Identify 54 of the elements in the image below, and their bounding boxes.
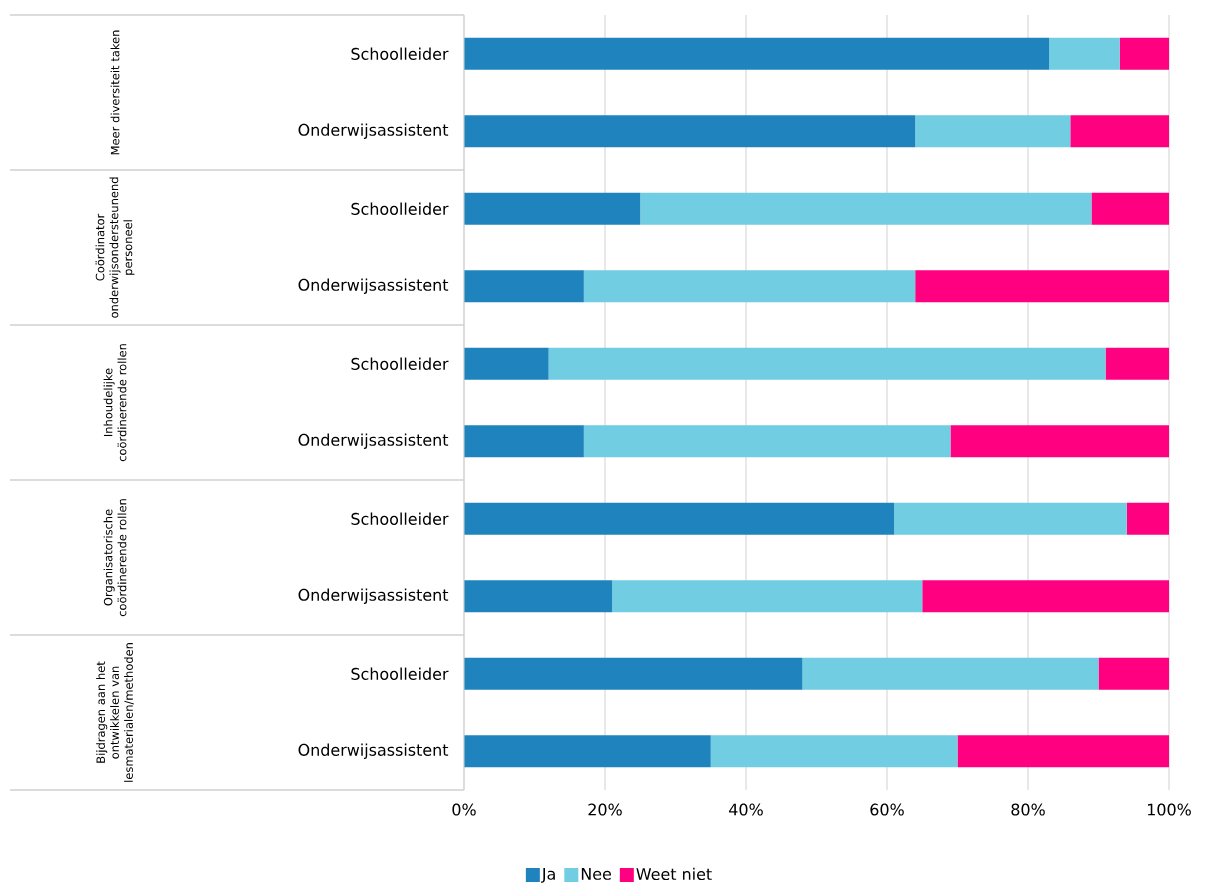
- x-tick-label: 100%: [1147, 803, 1191, 816]
- bar: [464, 37, 1050, 70]
- y-tick-label: Onderwijsassistent: [298, 123, 449, 139]
- bar: [915, 115, 1071, 148]
- y-tick-label: Schoolleider: [351, 512, 449, 525]
- x-tick-label: 40%: [729, 803, 763, 816]
- text: Coördinator onderwijsondersteunend personeel: [95, 177, 135, 318]
- bar: [1119, 37, 1170, 70]
- bar: [1105, 347, 1170, 380]
- y-tick-label: Onderwijsassistent: [298, 433, 449, 449]
- legend-label: Ja: [541, 868, 555, 883]
- bar: [464, 425, 584, 458]
- text: Meer diversiteit taken: [110, 30, 120, 155]
- x-tick-label: 0%: [452, 803, 476, 816]
- bar: [1126, 502, 1170, 535]
- bar: [464, 347, 549, 380]
- bar: [548, 347, 1106, 380]
- bar: [583, 270, 916, 303]
- bar: [1049, 37, 1120, 70]
- bar: [1070, 115, 1170, 148]
- bar: [915, 270, 1170, 303]
- x-tick-label: 60%: [870, 803, 904, 816]
- bar: [802, 657, 1099, 690]
- legend-label: Nee: [581, 868, 611, 880]
- bar: [1091, 192, 1170, 225]
- bar: [612, 580, 923, 613]
- y-tick-label: Schoolleider: [351, 202, 449, 215]
- y-tick-label: Schoolleider: [351, 357, 449, 370]
- text: Bijdragen aan het ontwikkelen van lesmaterialen/methoden: [96, 643, 134, 782]
- text: Inhoudelijke coördinerende rollen: [103, 344, 127, 462]
- bar: [464, 657, 803, 690]
- bar: [922, 580, 1170, 613]
- y-tick-label: Schoolleider: [351, 667, 449, 680]
- y-tick-label: Onderwijsassistent: [298, 588, 449, 604]
- y-tick-label: Schoolleider: [351, 47, 449, 60]
- bar: [950, 425, 1170, 458]
- bar: [464, 580, 613, 613]
- bar: [894, 502, 1127, 535]
- bar: [464, 270, 584, 303]
- bar: [464, 192, 641, 225]
- bar: [1098, 657, 1170, 690]
- bar: [640, 192, 1092, 225]
- text: Organisatorische coördinerende rollen: [103, 499, 127, 617]
- x-tick-label: 20%: [588, 803, 622, 816]
- bar: [464, 735, 711, 768]
- y-tick-label: Onderwijsassistent: [298, 278, 449, 294]
- y-tick-label: Onderwijsassistent: [298, 743, 449, 759]
- bar: [957, 735, 1170, 768]
- legend-label: Weet niet: [636, 867, 712, 881]
- bar: [583, 425, 951, 458]
- bar: [464, 502, 895, 535]
- bar: [710, 735, 958, 768]
- x-tick-label: 80%: [1011, 803, 1045, 816]
- bar: [464, 115, 916, 148]
